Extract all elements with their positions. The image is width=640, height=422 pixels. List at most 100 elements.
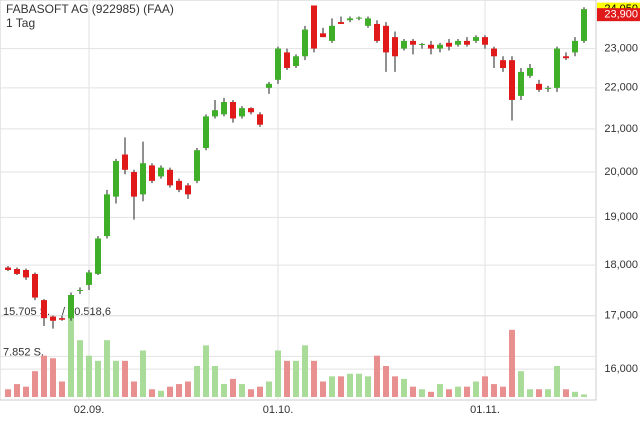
candle-body (473, 37, 479, 41)
volume-bar (284, 360, 290, 397)
volume-bar (482, 376, 488, 397)
volume-bar (338, 376, 344, 397)
candle-body (428, 44, 434, 49)
volume-bar (59, 381, 65, 397)
candle-body (248, 108, 254, 113)
candle-body (275, 48, 281, 80)
y-tick-label: 16,000 (604, 363, 638, 375)
volume-bar (248, 389, 254, 397)
candle-body (572, 40, 578, 53)
volume-bar (392, 376, 398, 397)
candle-body (545, 87, 551, 89)
volume-bar (68, 296, 74, 397)
candle-body (311, 5, 317, 49)
volume-tick-label: 15.705 S. (3, 306, 50, 318)
volume-bar (581, 394, 587, 397)
y-tick-label: 17,000 (604, 309, 638, 321)
candle-body (176, 180, 182, 190)
volume-bar (365, 376, 371, 397)
volume-bar (257, 386, 263, 397)
volume-bar (473, 381, 479, 397)
candle-body (347, 18, 353, 21)
volume-bar (527, 389, 533, 397)
candle-body (59, 318, 65, 320)
candle-body (50, 316, 56, 321)
volume-bar (77, 340, 83, 397)
volume-bar (356, 373, 362, 397)
volume-bar (428, 391, 434, 397)
volume-bar (131, 381, 137, 397)
volume-bar (464, 386, 470, 397)
x-tick-label: 01.11. (470, 404, 500, 416)
candle-body (581, 9, 587, 41)
candle-body (455, 40, 461, 45)
candle-body (95, 238, 101, 274)
volume-bar (374, 355, 380, 397)
volume-bar (266, 381, 272, 397)
volume-bar (32, 371, 38, 397)
volume-bar (41, 355, 47, 397)
volume-bar (545, 389, 551, 397)
candle-body (509, 60, 515, 100)
volume-bar (122, 360, 128, 397)
plot-area (0, 0, 597, 401)
volume-bar (419, 389, 425, 397)
volume-bar (230, 378, 236, 397)
candle-body (302, 29, 308, 57)
candle-body (140, 163, 146, 195)
volume-bar (455, 386, 461, 397)
volume-bar (329, 376, 335, 397)
chart-title: FABASOFT AG (922985) (FAA) (6, 2, 174, 16)
candle-body (419, 43, 425, 45)
y-tick-label: 22,000 (604, 82, 638, 94)
volume-bar (410, 386, 416, 397)
candle-body (221, 101, 227, 115)
x-tick-label: 02.09. (74, 404, 105, 416)
candle-body (230, 101, 236, 119)
candle-body (374, 23, 380, 41)
candle-body (185, 185, 191, 195)
volume-bar (572, 391, 578, 397)
candle-body (158, 167, 164, 177)
candle-body (86, 272, 92, 285)
volume-bar (113, 360, 119, 397)
candle-body (365, 18, 371, 26)
y-tick-label: 19,000 (604, 211, 638, 223)
volume-bar (203, 345, 209, 397)
candle-body (500, 60, 506, 68)
volume-bar (554, 366, 560, 397)
candle-body (356, 17, 362, 19)
candle-body (329, 25, 335, 41)
candle-body (536, 83, 542, 90)
candle-body (320, 33, 326, 38)
candle-body (527, 67, 533, 76)
volume-bar (311, 360, 317, 397)
volume-bar (446, 389, 452, 397)
volume-bar (491, 384, 497, 397)
volume-bar (221, 384, 227, 397)
candle-body (194, 150, 200, 181)
candle-body (383, 25, 389, 53)
y-tick-label: 21,000 (604, 123, 638, 135)
volume-bar (347, 373, 353, 397)
candle-body (77, 289, 83, 291)
candle-body (482, 37, 488, 45)
candle-body (491, 48, 497, 57)
price-label: 23,900 (604, 9, 638, 21)
y-tick-label: 23,000 (604, 42, 638, 54)
candle-body (167, 169, 173, 186)
volume-bar (86, 355, 92, 397)
volume-bar (509, 329, 515, 397)
volume-bar (437, 384, 443, 397)
volume-bar (185, 381, 191, 397)
candle-body (41, 300, 47, 319)
candle-body (401, 40, 407, 49)
candle-body (446, 42, 452, 47)
volume-bar (50, 358, 56, 397)
candle-body (203, 116, 209, 149)
candle-body (554, 48, 560, 88)
volume-bar (500, 386, 506, 397)
candle-body (239, 108, 245, 117)
volume-bar (176, 384, 182, 397)
